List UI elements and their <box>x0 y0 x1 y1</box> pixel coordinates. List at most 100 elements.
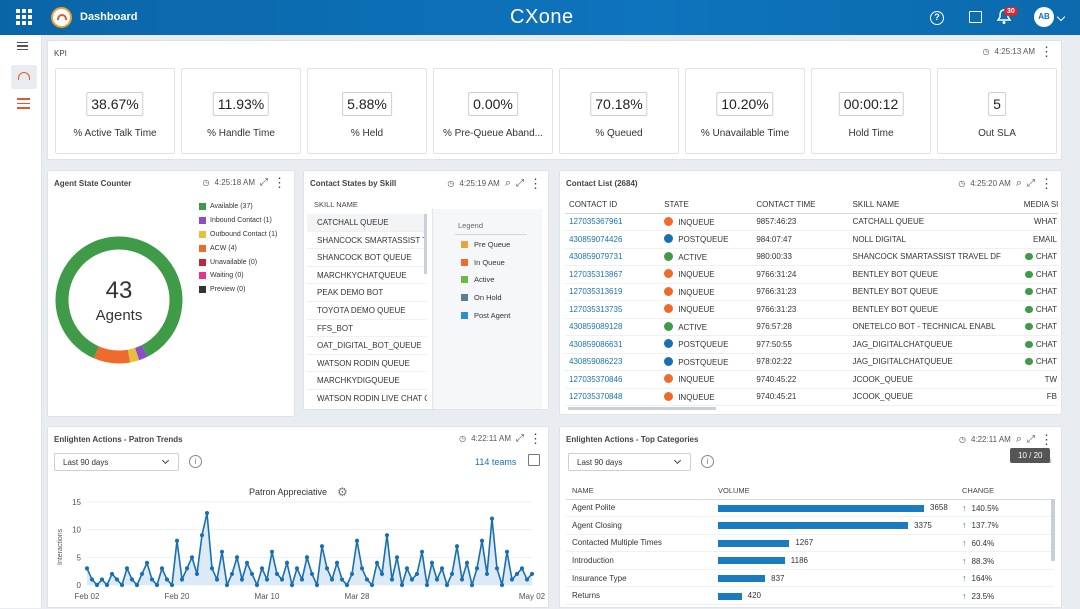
external-link-icon[interactable] <box>528 454 540 466</box>
trend-point[interactable] <box>169 582 175 588</box>
chevron-down-icon[interactable] <box>1056 12 1066 22</box>
trend-point[interactable] <box>104 582 110 588</box>
gear-icon[interactable]: ⚙ <box>337 485 348 499</box>
contact-id-link[interactable]: 430859086631 <box>569 339 623 349</box>
trend-point[interactable] <box>459 577 465 582</box>
legend-item[interactable]: Preview (0) <box>199 283 277 297</box>
donut-slice[interactable] <box>93 346 131 364</box>
trend-point[interactable] <box>379 571 385 577</box>
expand-icon[interactable]: ⤢ <box>1027 434 1035 445</box>
trend-point[interactable] <box>269 549 275 554</box>
legend-item[interactable]: Available (37) <box>199 200 277 214</box>
trend-point[interactable] <box>514 571 520 577</box>
trend-point[interactable] <box>284 560 290 565</box>
trend-point[interactable] <box>314 582 320 588</box>
nav-list-icon[interactable] <box>17 98 30 109</box>
trend-point[interactable] <box>339 577 345 582</box>
legend-item[interactable]: Post Agent <box>461 306 510 324</box>
trend-point[interactable] <box>114 577 120 582</box>
table-row[interactable]: Agent Polite 3658 ↑ 140.5% <box>566 499 1054 517</box>
more-menu-icon[interactable]: ⋮ <box>1040 431 1053 447</box>
donut-slice[interactable] <box>134 345 148 361</box>
trend-point[interactable] <box>214 577 220 582</box>
menu-collapse-icon[interactable] <box>17 42 28 50</box>
kpi-card[interactable]: 5 Out SLA <box>937 68 1057 154</box>
trend-point[interactable] <box>464 560 470 565</box>
table-row[interactable]: 127035367961 INQUEUE 9857:46:23 CATCHALL QU… <box>565 213 1058 231</box>
trend-point[interactable] <box>469 582 475 588</box>
trend-point[interactable] <box>454 544 460 549</box>
trend-point[interactable] <box>174 538 180 543</box>
trend-point[interactable] <box>384 533 390 538</box>
trend-point[interactable] <box>479 538 485 543</box>
trend-point[interactable] <box>129 577 135 582</box>
trend-point[interactable] <box>474 566 480 571</box>
legend-item[interactable]: Inbound Contact (1) <box>199 214 277 228</box>
trend-point[interactable] <box>439 566 445 571</box>
kpi-card[interactable]: 5.88% % Held <box>307 68 427 154</box>
table-row[interactable]: 127035370846 INQUEUE 9740:45:22 JCOOK_QUEUE… <box>565 371 1058 388</box>
trend-point[interactable] <box>529 571 535 577</box>
table-row[interactable]: 127035370848 INQUEUE 9740:45:21 JCOOK_QUEUE… <box>565 388 1058 406</box>
trend-point[interactable] <box>374 560 380 565</box>
skill-row[interactable]: CATCHALL QUEUE <box>307 214 427 232</box>
trend-point[interactable] <box>204 510 210 516</box>
trend-point[interactable] <box>124 566 130 571</box>
table-row[interactable]: Contacted Multiple Times 1267 ↑ 60.4% <box>566 534 1054 552</box>
trend-point[interactable] <box>189 555 195 560</box>
table-row[interactable]: Insurance Type 837 ↑ 164% <box>566 569 1054 587</box>
trend-point[interactable] <box>509 577 515 582</box>
skill-row[interactable]: FFS_BOT <box>307 320 427 338</box>
trend-point[interactable] <box>184 566 190 571</box>
kpi-card[interactable]: 00:00:12 Hold Time <box>811 68 931 154</box>
trend-point[interactable] <box>239 577 245 582</box>
trend-point[interactable] <box>244 560 250 565</box>
trend-point[interactable] <box>164 577 170 582</box>
trend-point[interactable] <box>94 582 100 588</box>
trend-point[interactable] <box>524 577 530 582</box>
kpi-card[interactable]: 11.93% % Handle Time <box>181 68 301 154</box>
trend-point[interactable] <box>359 566 365 571</box>
trend-point[interactable] <box>179 577 185 582</box>
trend-point[interactable] <box>99 577 105 582</box>
trend-point[interactable] <box>389 577 395 582</box>
contact-id-link[interactable]: 430859074426 <box>569 234 623 244</box>
trend-point[interactable] <box>419 549 425 554</box>
legend-item[interactable]: Outbound Contact (1) <box>199 228 277 242</box>
skill-row[interactable]: TOYOTA DEMO QUEUE <box>307 302 427 320</box>
skill-scrollbar[interactable] <box>424 214 427 274</box>
donut-slice[interactable] <box>55 236 183 359</box>
trend-point[interactable] <box>404 566 410 571</box>
skill-row[interactable]: PEAK DEMO BOT <box>307 284 427 302</box>
expand-icon[interactable]: ⤢ <box>260 177 268 188</box>
column-header[interactable]: CONTACT TIME <box>756 200 816 210</box>
period-dropdown[interactable]: Last 90 days <box>568 453 691 471</box>
trend-point[interactable] <box>309 571 315 577</box>
table-row[interactable]: 430859074426 POSTQUEUE 984:07:47 NOLL DIGIT… <box>565 231 1058 248</box>
table-row[interactable]: 430859086631 POSTQUEUE 977:50:55 JAG_DIGITA… <box>565 336 1058 353</box>
donut-slice[interactable] <box>127 347 140 363</box>
user-avatar[interactable]: AB <box>1034 7 1054 27</box>
legend-item[interactable]: Waiting (0) <box>199 269 277 283</box>
trend-point[interactable] <box>259 566 265 571</box>
trend-point[interactable] <box>89 577 95 582</box>
contact-id-link[interactable]: 127035313735 <box>569 304 623 314</box>
trend-point[interactable] <box>149 577 155 582</box>
contact-id-link[interactable]: 127035370846 <box>569 374 623 384</box>
skill-row[interactable]: SHANCOCK BOT QUEUE <box>307 249 427 267</box>
table-row[interactable]: 430859086223 POSTQUEUE 978:02:22 JAG_DIGITA… <box>565 353 1058 371</box>
column-header[interactable]: STATE <box>664 200 689 210</box>
table-row[interactable]: 127035313619 INQUEUE 9766:31:23 BENTLEY BOT… <box>565 283 1058 301</box>
table-row[interactable]: 430859079731 ACTIVE 980:00:33 SHANCOCK SMAR… <box>565 248 1058 266</box>
apps-grid-icon[interactable] <box>16 9 32 25</box>
trend-point[interactable] <box>429 560 435 565</box>
trend-point[interactable] <box>139 571 145 577</box>
trend-point[interactable] <box>254 582 260 588</box>
more-menu-icon[interactable]: ⋮ <box>529 430 542 446</box>
trend-point[interactable] <box>519 566 525 571</box>
trend-point[interactable] <box>209 566 215 571</box>
vertical-scrollbar[interactable] <box>1051 499 1055 561</box>
trend-point[interactable] <box>249 571 255 577</box>
trend-point[interactable] <box>334 560 340 565</box>
trend-point[interactable] <box>109 571 115 577</box>
